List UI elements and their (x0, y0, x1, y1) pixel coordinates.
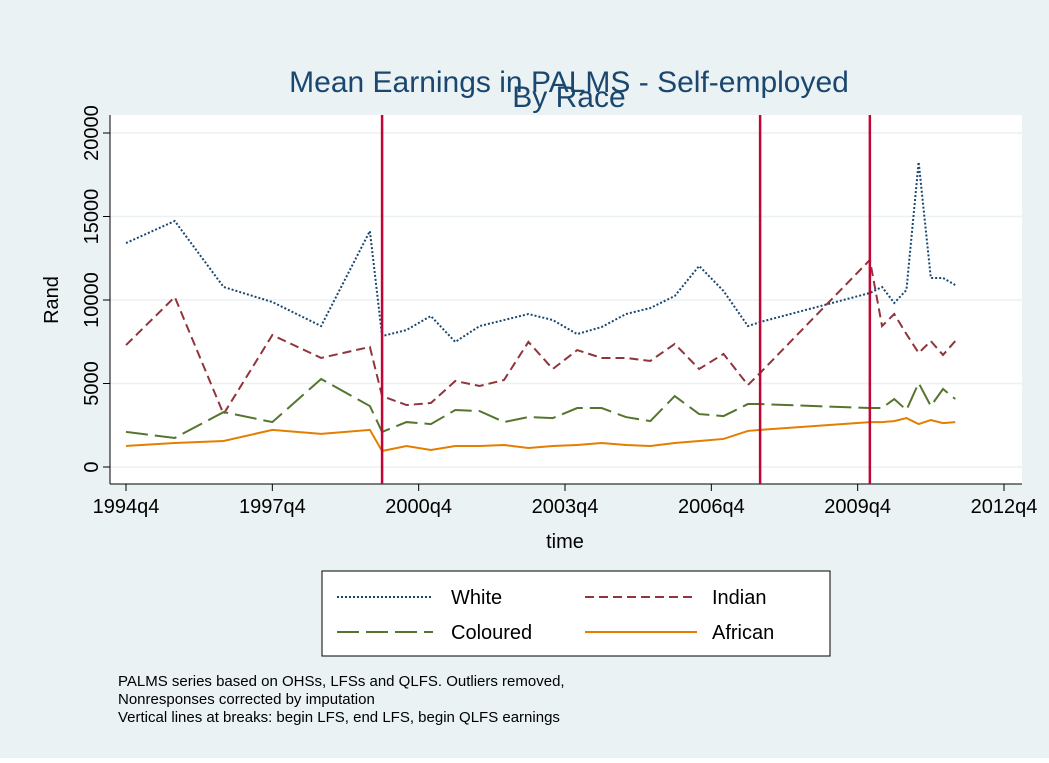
series-line (125, 377, 956, 439)
x-tick-label: 2000q4 (385, 496, 452, 518)
x-tick-label: 1994q4 (93, 496, 160, 518)
series-line (125, 417, 956, 453)
x-tick-label: 2006q4 (678, 496, 745, 518)
y-axis-label: Rand (41, 276, 63, 324)
y-tick-label: 15000 (81, 189, 103, 245)
series-line (125, 161, 956, 344)
x-axis-label: time (546, 531, 584, 553)
note: PALMS series based on OHSs, LFSs and QLF… (118, 673, 565, 690)
chart-title: Mean Earnings in PALMS - Self-employed (289, 66, 849, 99)
chart-subtitle: By Race (512, 81, 625, 114)
series-line (125, 257, 956, 417)
legend-label: White (451, 587, 502, 609)
y-tick-label: 5000 (81, 361, 103, 406)
x-tick-label: 2009q4 (824, 496, 891, 518)
legend-label: Indian (712, 587, 767, 609)
x-tick-label: 2003q4 (532, 496, 599, 518)
legend-label: African (712, 622, 774, 644)
y-tick-label: 0 (81, 461, 103, 472)
note: Vertical lines at breaks: begin LFS, end… (118, 709, 560, 726)
legend-label: Coloured (451, 622, 532, 644)
y-tick-label: 10000 (81, 272, 103, 328)
note: Nonresponses corrected by imputation (118, 691, 375, 708)
y-tick-label: 20000 (81, 105, 103, 161)
x-tick-label: 2012q4 (971, 496, 1038, 518)
x-tick-label: 1997q4 (239, 496, 306, 518)
legend (321, 570, 831, 657)
